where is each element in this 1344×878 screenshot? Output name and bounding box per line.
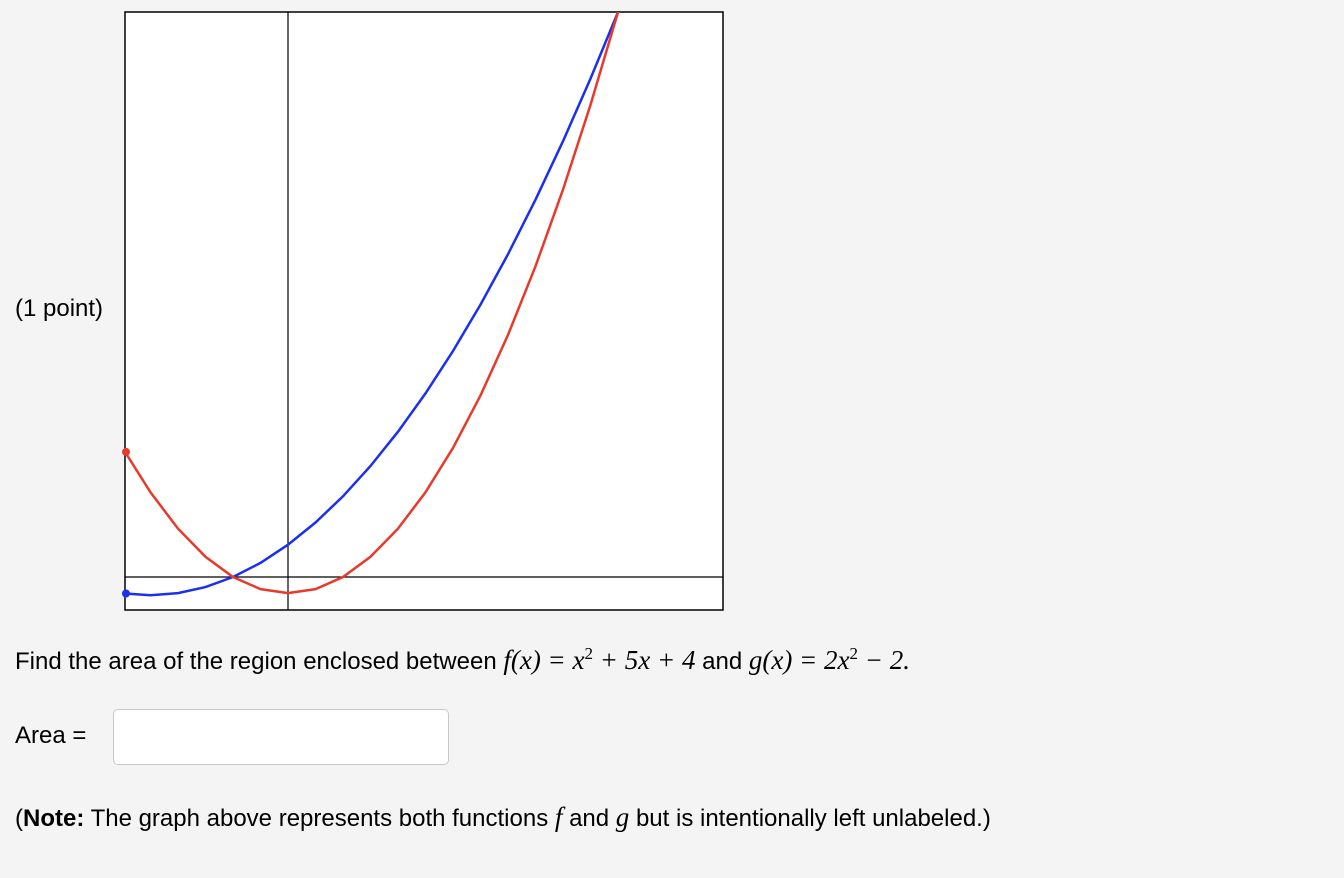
- math-part: g(x) = 2x: [748, 645, 850, 675]
- red-endpoint: [122, 447, 130, 456]
- note: (Note: The graph above represents both f…: [15, 802, 991, 833]
- math-part: − 2.: [858, 645, 910, 675]
- prompt: Find the area of the region enclosed bet…: [15, 644, 910, 676]
- math-exponent: 2: [584, 644, 594, 663]
- math-exponent: 2: [849, 644, 859, 663]
- math-part: f(x) = x: [503, 645, 585, 675]
- prompt-text: Find the area of the region enclosed bet…: [15, 648, 497, 675]
- points-label: (1 point): [15, 295, 104, 322]
- note-g: g: [615, 802, 630, 832]
- curve-blue: [125, 12, 620, 597]
- note-paren: (: [15, 805, 23, 832]
- note-bold: Note:: [23, 805, 85, 832]
- answer-input[interactable]: [113, 709, 449, 765]
- math-part: + 5x + 4: [593, 645, 696, 675]
- f-formula: f(x) = x2 + 5x + 4: [503, 644, 696, 675]
- and-text: and: [702, 648, 743, 675]
- curve-red: [125, 12, 620, 595]
- blue-endpoint: [122, 589, 130, 598]
- note-f: f: [554, 802, 563, 832]
- graph-frame: [124, 11, 724, 611]
- note-text: The graph above represents both function…: [90, 805, 549, 832]
- answer-label: Area =: [15, 722, 87, 749]
- graph: [122, 11, 724, 611]
- note-text: but is intentionally left unlabeled.): [635, 805, 991, 832]
- g-formula: g(x) = 2x2 − 2.: [748, 644, 910, 675]
- note-text: and: [569, 805, 610, 832]
